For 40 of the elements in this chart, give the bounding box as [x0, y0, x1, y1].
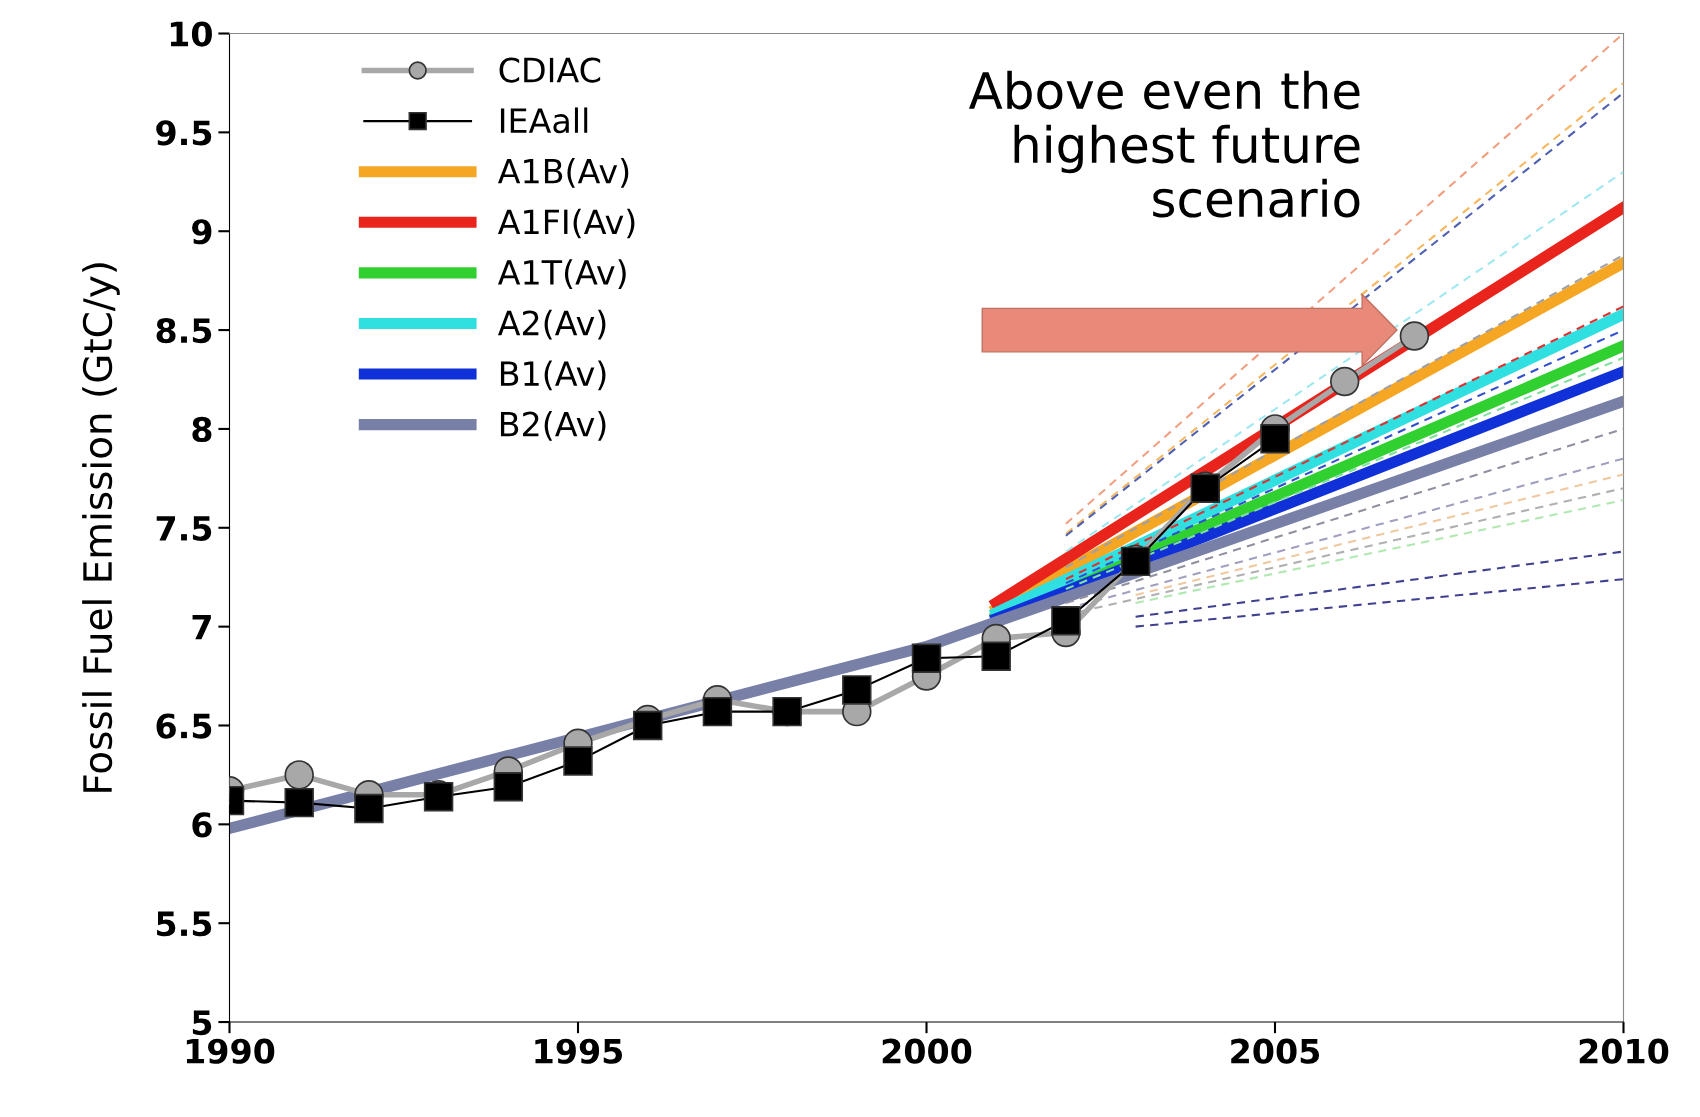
y-tick-label: 7.5 — [156, 516, 212, 541]
legend-label: A1FI(Av) — [497, 208, 635, 239]
y-tick-label: 8 — [192, 416, 212, 443]
point — [354, 793, 384, 824]
legend-label: B2(Av) — [500, 411, 606, 441]
legend-label: A1B(Av) — [497, 158, 629, 188]
legend-label: CDIAC — [499, 57, 601, 83]
legend-label: IEAall — [500, 107, 588, 134]
point — [284, 787, 314, 818]
point — [702, 696, 733, 727]
legend-label: B1(Av) — [500, 360, 606, 391]
x-tick-label: 2005 — [1231, 1038, 1320, 1064]
point — [911, 643, 942, 673]
y-tick-label: 5 — [192, 1010, 212, 1036]
point — [284, 760, 314, 790]
x-tick-label: 1990 — [186, 1038, 275, 1064]
point — [1329, 366, 1360, 397]
point — [1399, 321, 1430, 351]
point — [1051, 605, 1081, 636]
point — [632, 710, 663, 741]
y-axis-title: Fossil Fuel Emission (GtC/y) — [82, 263, 120, 792]
legend-label: A1T(Av) — [497, 259, 626, 289]
y-tick-label: 10 — [170, 21, 212, 47]
y-tick-label: 6 — [192, 812, 212, 838]
point — [1260, 424, 1290, 454]
y-tick-label: 5.5 — [157, 911, 212, 937]
point — [981, 641, 1011, 672]
annotation: Above even the highest future scenario — [968, 70, 1360, 218]
point — [842, 675, 872, 705]
y-tick-label: 9.5 — [156, 120, 212, 146]
y-tick-label: 9 — [192, 219, 212, 245]
point — [563, 746, 593, 776]
x-tick-label: 2010 — [1579, 1038, 1669, 1064]
legend-label: A2(Av) — [497, 309, 606, 340]
point — [493, 772, 524, 802]
y-tick-label: 8.5 — [156, 318, 212, 344]
x-tick-label: 1995 — [535, 1038, 623, 1064]
y-tick-label: 6.5 — [156, 713, 212, 739]
x-tick-label: 2000 — [882, 1038, 972, 1064]
y-tick-label: 7 — [192, 615, 211, 640]
